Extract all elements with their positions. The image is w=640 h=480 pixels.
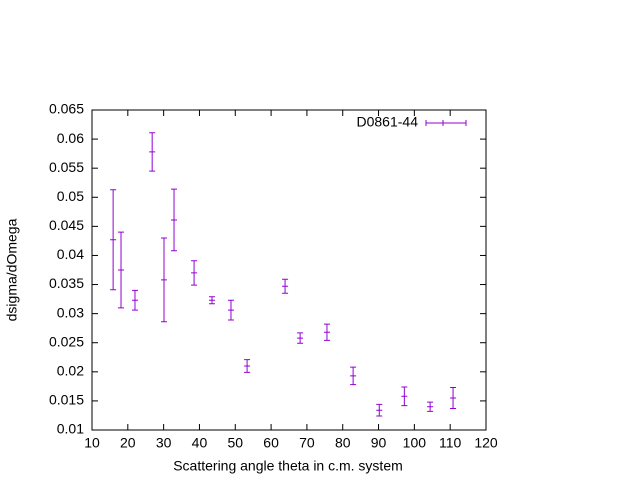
error-bar-point <box>427 401 434 412</box>
y-tick-label: 0.06 <box>57 130 84 146</box>
x-tick-label: 90 <box>371 435 387 451</box>
error-bar-point <box>323 323 330 341</box>
error-bar-point <box>110 189 117 291</box>
x-tick-label: 120 <box>474 435 498 451</box>
error-bar-point <box>350 366 357 386</box>
y-tick-label: 0.05 <box>57 188 84 204</box>
x-tick-label: 100 <box>403 435 427 451</box>
y-tick-label: 0.055 <box>49 159 84 175</box>
error-bar-point <box>208 296 215 305</box>
error-bar-point <box>160 237 167 323</box>
x-tick-label: 30 <box>156 435 172 451</box>
error-bar-point <box>227 299 234 321</box>
y-tick-label: 0.045 <box>49 217 84 233</box>
error-bar-point <box>450 387 457 409</box>
y-tick-label: 0.025 <box>49 333 84 349</box>
error-bar-point <box>376 403 383 417</box>
plot-border <box>91 109 487 431</box>
x-tick-label: 60 <box>263 435 279 451</box>
x-tick-label: 40 <box>192 435 208 451</box>
x-tick-label: 110 <box>439 435 462 451</box>
error-bar-point <box>118 231 125 309</box>
y-tick-label: 0.02 <box>57 363 84 379</box>
x-tick-label: 50 <box>227 435 243 451</box>
y-tick-label: 0.04 <box>57 246 84 262</box>
legend-sample <box>425 120 467 126</box>
legend-label: D0861-44 <box>357 114 419 130</box>
y-tick-label: 0.065 <box>49 101 84 117</box>
error-bar-point <box>244 359 251 373</box>
error-bar-point <box>131 289 138 311</box>
x-tick-label: 70 <box>299 435 315 451</box>
error-bar-point <box>191 260 198 286</box>
error-bar-point <box>171 188 178 252</box>
error-bar-point <box>149 132 156 172</box>
x-tick-label: 20 <box>120 435 136 451</box>
error-bar-point <box>401 386 408 407</box>
error-bar-point <box>297 332 304 344</box>
x-axis-label: Scattering angle theta in c.m. system <box>173 458 403 474</box>
y-tick-label: 0.03 <box>57 304 84 320</box>
x-tick-label: 80 <box>335 435 351 451</box>
x-tick-label: 10 <box>84 435 100 451</box>
y-tick-label: 0.01 <box>57 421 84 437</box>
error-bar-point <box>282 278 289 294</box>
y-tick-label: 0.035 <box>49 275 84 291</box>
y-axis-label: dsigma/dOmega <box>4 218 20 321</box>
y-tick-label: 0.015 <box>49 392 84 408</box>
